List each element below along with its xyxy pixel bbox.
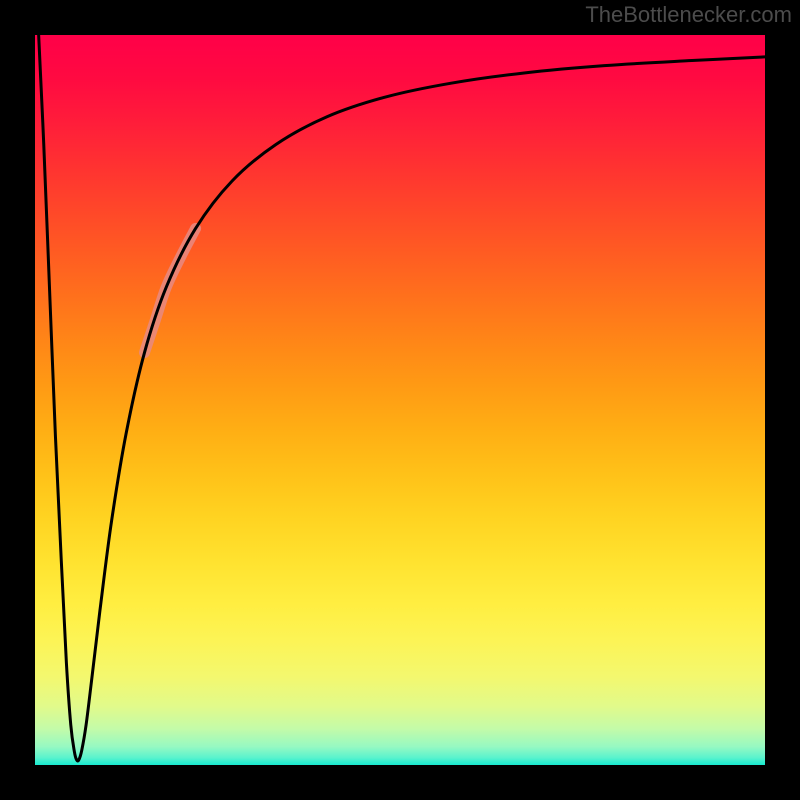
- watermark-text: TheBottlenecker.com: [585, 2, 792, 28]
- bottleneck-chart: [0, 0, 800, 800]
- chart-stage: TheBottlenecker.com: [0, 0, 800, 800]
- plot-background: [35, 35, 765, 765]
